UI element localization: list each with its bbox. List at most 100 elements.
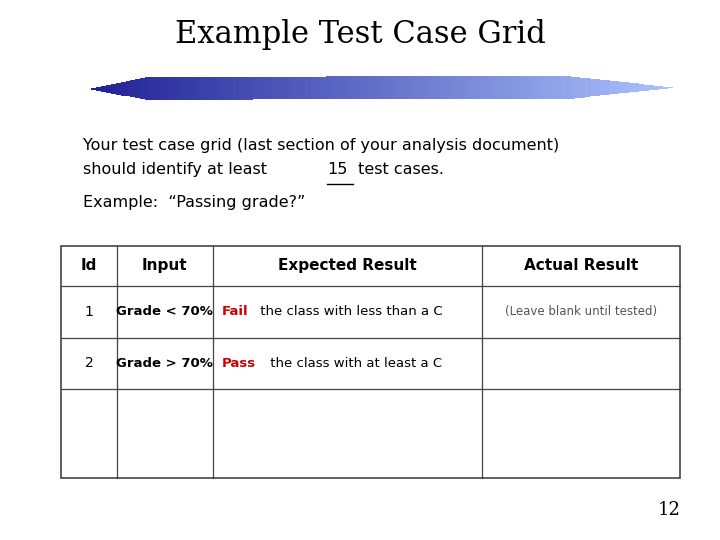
Bar xyxy=(590,79,595,97)
Bar xyxy=(654,86,659,90)
Bar xyxy=(179,77,184,100)
Bar xyxy=(356,76,360,99)
Bar xyxy=(297,77,302,99)
Bar xyxy=(365,76,370,99)
Bar xyxy=(174,77,179,100)
Bar xyxy=(184,77,189,100)
Bar xyxy=(169,77,174,100)
Bar xyxy=(468,76,473,99)
Bar xyxy=(458,76,463,99)
Bar xyxy=(243,77,248,99)
Bar xyxy=(566,76,570,99)
Bar xyxy=(512,76,517,99)
Text: 15: 15 xyxy=(327,162,347,177)
Text: the class with at least a C: the class with at least a C xyxy=(266,356,441,370)
Bar xyxy=(145,77,150,100)
Bar xyxy=(551,76,556,99)
Bar xyxy=(331,77,336,99)
Bar xyxy=(629,83,634,92)
Bar xyxy=(438,76,444,99)
Text: Example Test Case Grid: Example Test Case Grid xyxy=(175,19,545,50)
Bar xyxy=(409,76,414,99)
Bar xyxy=(507,76,512,99)
Bar xyxy=(150,77,155,100)
Bar xyxy=(96,87,101,91)
Bar xyxy=(395,76,400,99)
Bar xyxy=(253,77,258,99)
Bar xyxy=(546,76,551,99)
Bar xyxy=(649,85,654,90)
Bar xyxy=(600,80,605,96)
Bar xyxy=(370,76,375,99)
Bar xyxy=(644,85,649,91)
Bar xyxy=(121,82,125,96)
Bar xyxy=(624,83,629,93)
Bar xyxy=(492,76,498,99)
Bar xyxy=(541,76,546,99)
Bar xyxy=(517,76,521,99)
Bar xyxy=(487,76,492,99)
Bar xyxy=(561,76,566,99)
Bar xyxy=(336,77,341,99)
Bar xyxy=(287,77,292,99)
Bar xyxy=(111,84,116,93)
Bar xyxy=(214,77,218,100)
Bar xyxy=(375,76,380,99)
Bar xyxy=(267,77,272,99)
Bar xyxy=(473,76,477,99)
Bar xyxy=(228,77,233,99)
Bar xyxy=(209,77,214,100)
Bar xyxy=(140,78,145,99)
Bar xyxy=(414,76,419,99)
Text: the class with less than a C: the class with less than a C xyxy=(256,305,443,319)
Bar xyxy=(292,77,297,99)
Bar xyxy=(634,84,639,92)
Bar xyxy=(424,76,428,99)
Text: 1: 1 xyxy=(85,305,94,319)
Bar xyxy=(302,77,307,99)
Bar xyxy=(419,76,424,99)
Bar xyxy=(610,81,615,94)
Bar xyxy=(160,77,165,100)
Bar xyxy=(502,76,507,99)
Bar xyxy=(615,82,619,94)
Bar xyxy=(277,77,282,99)
Text: 12: 12 xyxy=(657,502,680,519)
Bar xyxy=(605,80,610,95)
Bar xyxy=(482,76,487,99)
Bar xyxy=(668,87,673,89)
Bar xyxy=(585,78,590,97)
Bar xyxy=(498,76,502,99)
Bar xyxy=(272,77,277,99)
Bar xyxy=(248,77,253,99)
Bar xyxy=(477,76,482,99)
Bar xyxy=(663,87,668,89)
Bar xyxy=(444,76,449,99)
Text: Fail: Fail xyxy=(222,305,248,319)
Text: Id: Id xyxy=(81,259,97,273)
Bar xyxy=(453,76,458,99)
Bar xyxy=(204,77,209,100)
Bar xyxy=(155,77,160,100)
Bar xyxy=(384,76,390,99)
Bar xyxy=(595,79,600,96)
Bar xyxy=(91,88,96,90)
Bar xyxy=(223,77,228,100)
Bar xyxy=(321,77,326,99)
Text: Example:  “Passing grade?”: Example: “Passing grade?” xyxy=(83,195,305,211)
Bar xyxy=(346,77,351,99)
Bar xyxy=(116,83,121,94)
Bar xyxy=(316,77,321,99)
Bar xyxy=(531,76,536,99)
Bar xyxy=(311,77,316,99)
Text: test cases.: test cases. xyxy=(353,162,444,177)
Bar xyxy=(238,77,243,99)
Bar xyxy=(101,86,106,92)
Bar xyxy=(428,76,433,99)
Bar xyxy=(570,77,575,99)
Bar xyxy=(189,77,194,100)
Bar xyxy=(659,86,663,89)
Bar xyxy=(130,80,135,97)
Bar xyxy=(165,77,169,100)
Bar xyxy=(218,77,223,100)
